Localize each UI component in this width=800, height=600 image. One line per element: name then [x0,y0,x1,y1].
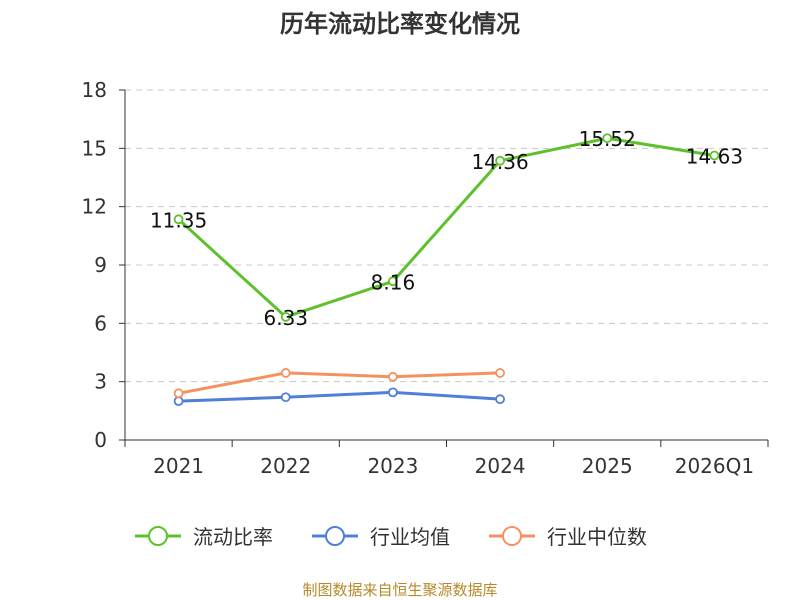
data-point [709,150,720,161]
data-point [173,396,184,407]
data-point [495,155,505,166]
y-tick-label: 18 [82,78,107,102]
legend-label: 行业均值 [370,525,450,549]
series-line [178,371,501,395]
data-point [280,392,291,403]
data-point [495,368,505,378]
x-tick-label: 2021 [153,454,204,478]
grid-lines [125,89,768,383]
y-tick-label: 9 [94,253,107,277]
data-point [280,368,291,378]
chart-title: 历年流动比率变化情况 [280,10,520,38]
y-tick-label: 3 [94,370,107,394]
data-point [388,387,398,398]
legend: 流动比率 行业均值 行业中位数 [135,525,647,549]
x-tick-label: 2025 [582,454,633,478]
data-point [388,276,398,287]
x-tick-label: 2024 [475,454,526,478]
data-label: 14.63 [686,145,743,169]
data-point [388,371,398,382]
data-point [173,214,184,225]
data-label: 14.36 [471,150,528,174]
data-point [173,388,184,399]
x-tick-label: 2022 [260,454,311,478]
data-point [602,133,613,144]
y-tick-label: 6 [94,311,107,335]
data-label: 8.16 [371,270,416,294]
data-point [495,394,505,405]
y-tick-label: 0 [94,428,107,452]
legend-label: 行业中位数 [547,525,647,549]
series-line [178,390,501,403]
y-tick-label: 12 [82,195,107,219]
legend-marker [148,526,168,546]
data-labels: 11.35 6.33 8.16 14.36 15.52 14.63 [150,127,743,330]
data-label: 6.33 [263,306,308,330]
source-note: 制图数据来自恒生聚源数据库 [302,581,497,599]
legend-label: 流动比率 [193,525,273,549]
y-tick-label: 15 [82,136,107,160]
data-point [280,312,291,322]
series-group [173,133,720,407]
x-axis-ticks: 2021 2022 2023 2024 2025 2026Q1 [124,440,769,478]
legend-marker [325,526,345,546]
data-label: 15.52 [579,127,636,151]
series-line [177,136,715,319]
legend-marker [502,526,522,546]
y-axis-ticks: 0 3 6 9 12 15 18 [82,78,125,452]
x-tick-label: 2023 [367,454,418,478]
x-tick-label: 2026Q1 [675,454,754,478]
data-label: 11.35 [150,208,207,232]
